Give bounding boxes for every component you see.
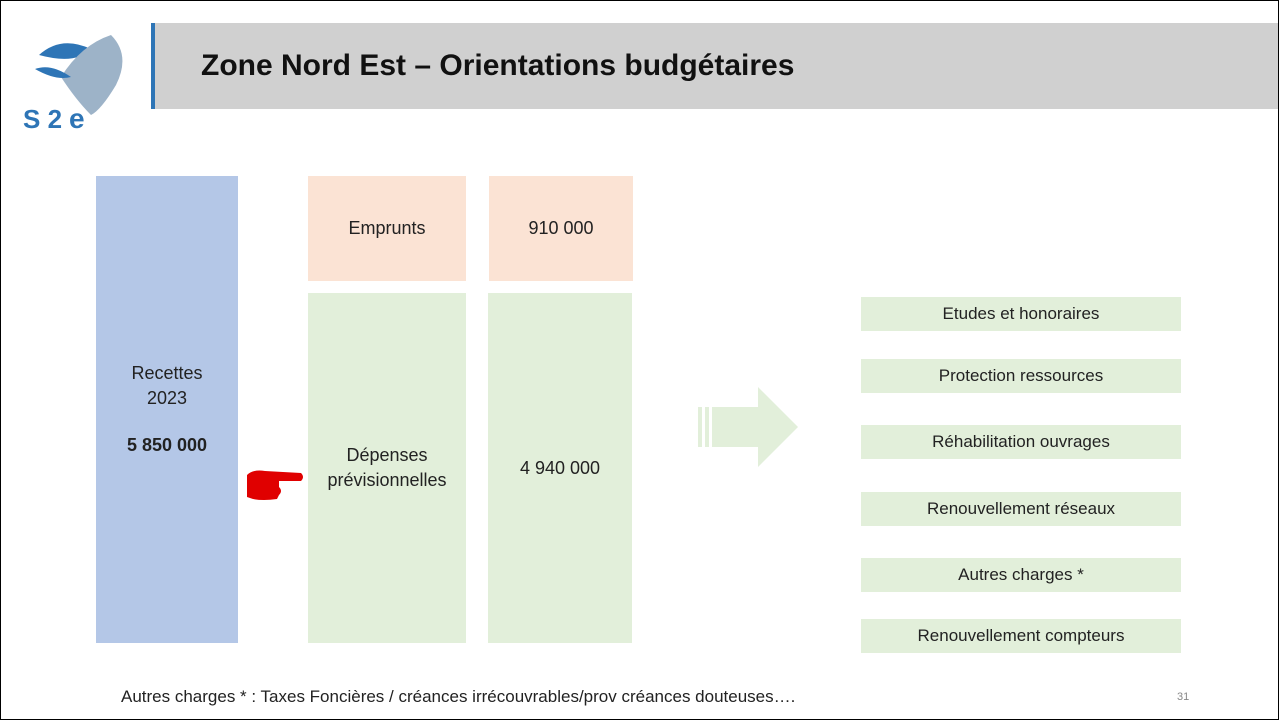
depenses-line: Dépenses [346,445,428,465]
logo-letter: e [69,103,85,134]
title: Zone Nord Est – Orientations budgétaires [201,49,795,82]
logo: S 2 e [23,35,123,134]
depenses-label: Dépenses prévisionnelles [308,293,466,643]
recettes-box: Recettes 2023 5 850 000 [96,176,238,643]
recettes-amount: 5 850 000 [126,435,208,455]
recettes-line: 2023 [146,388,188,408]
pointing-hand [247,470,303,500]
logo-shape [61,35,123,115]
text: Emprunts [348,218,426,238]
item: Protection ressources [861,359,1181,393]
item: Autres charges * [861,558,1181,592]
item: Renouvellement réseaux [861,492,1181,526]
item: Réhabilitation ouvrages [861,425,1181,459]
logo-shape [39,43,91,59]
page-number: 31 [1177,691,1190,703]
logo-shape [35,67,71,78]
depenses-line: prévisionnelles [327,470,447,490]
emprunts-label: Emprunts [308,176,466,281]
depenses-amount: 4 940 000 [488,293,632,643]
item: Renouvellement compteurs [861,619,1181,653]
item: Etudes et honoraires [861,297,1181,331]
text: 910 000 [528,218,594,238]
arrow [698,387,798,467]
logo-text: S 2 [23,104,62,134]
header-bar [151,23,1278,109]
recettes-line: Recettes [131,363,203,383]
text: 4 940 000 [519,457,601,478]
footnote: Autres charges * : Taxes Foncières / cré… [121,687,796,706]
emprunts-amount: 910 000 [489,176,633,281]
